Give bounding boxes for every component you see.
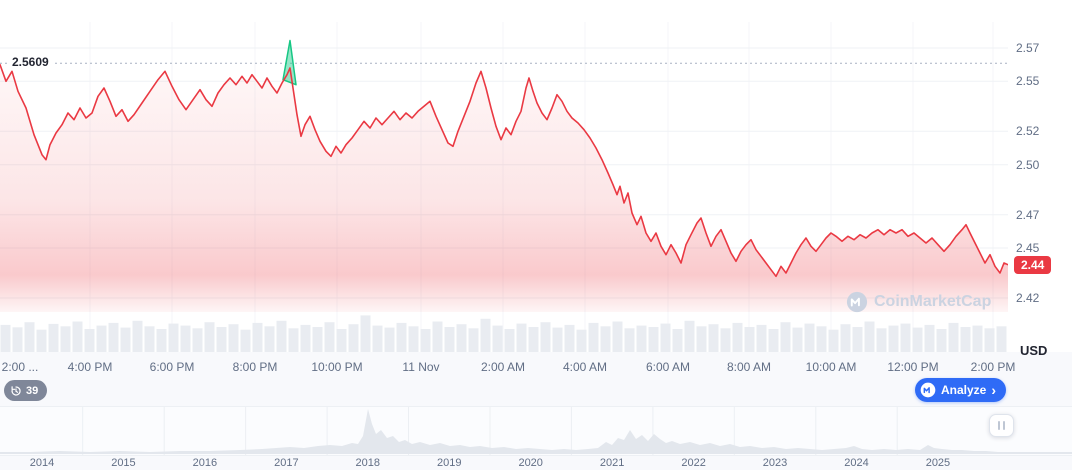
navigator-year-label: 2017 <box>274 457 299 469</box>
y-axis-tick: 2.50 <box>1016 157 1040 172</box>
y-axis-tick: 2.57 <box>1016 41 1040 55</box>
currency-label: USD <box>1020 343 1048 358</box>
x-axis-tick: 8:00 PM <box>232 360 278 374</box>
x-axis-tick: 4:00 AM <box>562 360 608 374</box>
open-price-label: 2.5609 <box>8 55 53 69</box>
history-button[interactable]: 39 <box>4 380 48 401</box>
x-axis-tick: 11 Nov <box>402 360 440 374</box>
x-axis-tick: 2:00 AM <box>480 360 526 374</box>
analyze-label: Analyze <box>940 383 987 397</box>
navigator-year-label: 2014 <box>29 457 55 469</box>
x-axis-tick: 2:00 PM <box>970 360 1016 374</box>
x-axis-tick: 10:00 AM <box>805 360 857 374</box>
range-navigator[interactable] <box>0 406 1072 456</box>
x-axis-tick: 6:00 PM <box>149 360 195 374</box>
coinmarketcap-logo-icon <box>920 382 936 398</box>
navigator-year-label: 2023 <box>762 457 788 469</box>
watermark: CoinMarketCap <box>846 291 991 313</box>
x-axis-tick: 4:00 PM <box>67 360 113 374</box>
y-axis-tick: 2.55 <box>1016 74 1040 89</box>
y-axis-tick: 2.42 <box>1016 291 1040 305</box>
x-axis-tick: 2:00 ... <box>1 360 39 374</box>
y-axis-tick: 2.52 <box>1016 124 1040 139</box>
x-axis-tick: 8:00 AM <box>726 360 772 374</box>
grip-line <box>998 421 1000 430</box>
chevron-right-icon: › <box>991 381 996 398</box>
navigator-year-label: 2022 <box>681 457 706 469</box>
y-axis-tick: 2.47 <box>1016 207 1040 222</box>
watermark-label: CoinMarketCap <box>874 293 992 310</box>
navigator-year-label: 2025 <box>925 457 951 469</box>
navigator-scroll-handle[interactable] <box>989 414 1014 437</box>
navigator-year-label: 2016 <box>192 457 218 469</box>
coinmarketcap-logo-icon <box>846 291 868 313</box>
x-axis: 2:00 ... 4:00 PM 6:00 PM 8:00 PM 10:00 PM 11 … <box>0 360 1016 376</box>
navigator-year-label: 2018 <box>355 457 381 469</box>
price-chart[interactable] <box>0 0 1008 352</box>
analyze-button[interactable]: Analyze › <box>914 378 1006 402</box>
navigator-year-axis: 2014 2015 2016 2017 2018 2019 2020 2021 2022 2023… <box>0 457 1072 470</box>
navigator-year-label: 2015 <box>111 457 136 469</box>
grip-line <box>1003 421 1005 430</box>
navigator-year-label: 2024 <box>844 457 869 469</box>
y-axis: 2.44 2.57 2.55 2.52 2.50 2.47 2.45 2.42 <box>1014 0 1072 352</box>
history-icon <box>11 385 21 396</box>
y-axis-tick: 2.45 <box>1016 241 1040 255</box>
navigator-year-label: 2021 <box>599 457 625 469</box>
current-price-badge: 2.44 <box>1014 255 1052 274</box>
navigator-year-label: 2020 <box>518 457 543 469</box>
x-axis-tick: 10:00 PM <box>311 360 363 374</box>
history-count: 39 <box>26 384 39 397</box>
navigator-year-label: 2019 <box>437 457 462 469</box>
x-axis-tick: 12:00 PM <box>887 360 939 374</box>
x-axis-tick: 6:00 AM <box>645 360 691 374</box>
